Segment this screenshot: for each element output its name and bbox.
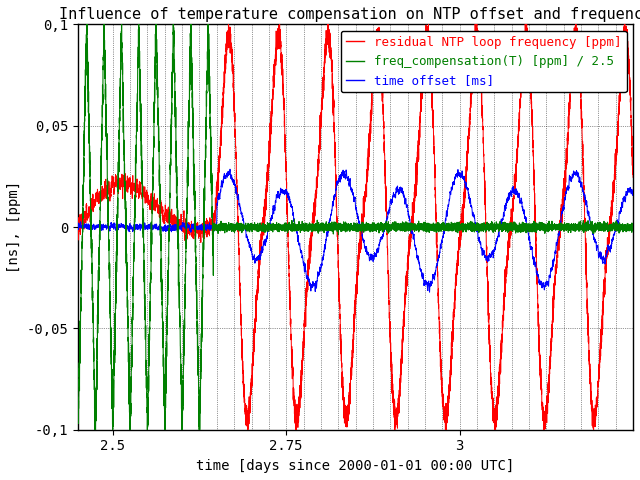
Legend: residual NTP loop frequency [ppm], freq_compensation(T) [ppm] / 2.5, time offset: residual NTP loop frequency [ppm], freq_… [340, 31, 627, 92]
Title: Influence of temperature compensation on NTP offset and frequency: Influence of temperature compensation on… [59, 7, 640, 22]
X-axis label: time [days since 2000-01-01 00:00 UTC]: time [days since 2000-01-01 00:00 UTC] [196, 459, 515, 473]
Y-axis label: [ns], [ppm]: [ns], [ppm] [7, 181, 21, 273]
